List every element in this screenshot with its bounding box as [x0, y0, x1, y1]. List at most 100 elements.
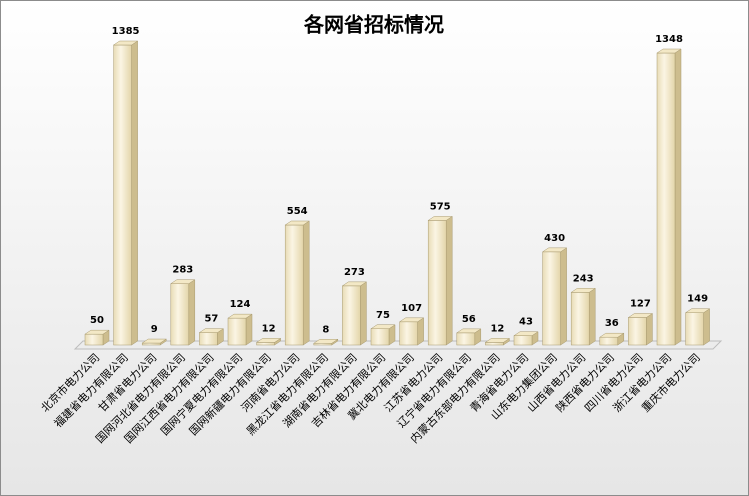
bar-front [542, 251, 561, 346]
bar-front [599, 336, 619, 346]
bar [398, 317, 425, 346]
bar-front [170, 283, 190, 346]
bar [370, 324, 396, 346]
value-label: 124 [230, 299, 251, 310]
bar-top [84, 329, 110, 335]
bar-front [427, 220, 447, 346]
bar [255, 337, 282, 346]
bar-side [245, 313, 253, 346]
bar-top [227, 313, 253, 319]
value-label: 1385 [112, 26, 140, 37]
bar-top [312, 339, 339, 344]
chart-title: 各网省招标情况 [303, 13, 444, 37]
bar-front [399, 321, 418, 346]
bar-side [445, 215, 453, 346]
bar-top [112, 40, 139, 46]
bar-front [256, 342, 275, 346]
bar-top [656, 48, 682, 54]
bar [198, 328, 225, 346]
bar-top [141, 338, 168, 344]
value-label: 75 [376, 310, 390, 321]
bar [312, 338, 339, 346]
bar-front [313, 343, 333, 346]
bar-side [560, 247, 567, 346]
bar-front [342, 285, 361, 346]
bar [455, 328, 482, 346]
bar-top [513, 331, 539, 336]
bar-top [198, 328, 225, 333]
value-label: 554 [287, 206, 308, 217]
bar-top [684, 308, 711, 313]
bar [84, 329, 110, 346]
value-label: 12 [490, 323, 504, 334]
bar-front [456, 332, 476, 346]
bar-side [188, 279, 196, 346]
bar-front [370, 328, 390, 346]
value-label: 107 [401, 303, 422, 314]
bar-front [199, 332, 218, 346]
bar-front [485, 342, 504, 346]
bar-top [370, 324, 396, 330]
bar [484, 337, 511, 346]
bar-side [588, 287, 596, 346]
bar-side [674, 48, 682, 346]
bar-front [113, 44, 132, 346]
bar-front [685, 312, 704, 346]
bar [627, 313, 654, 346]
value-label: 243 [573, 273, 594, 284]
value-label: 12 [262, 323, 276, 334]
value-label: 9 [151, 324, 158, 335]
bar [169, 279, 196, 346]
bar-side [417, 317, 424, 346]
bar-top [427, 216, 454, 221]
bar [598, 332, 625, 346]
bar-top [598, 332, 625, 338]
bar-side [302, 220, 310, 346]
value-label: 43 [519, 317, 533, 328]
bar-front [84, 333, 104, 346]
value-label: 50 [90, 315, 104, 326]
bar-front [284, 224, 304, 346]
bar-top [398, 317, 425, 323]
bar-side [646, 313, 653, 346]
bar-top [484, 338, 511, 343]
bar [227, 313, 253, 346]
bar-top [255, 338, 282, 343]
bar-top [341, 281, 368, 287]
bar [141, 338, 168, 346]
bar [341, 281, 368, 346]
bar [112, 40, 139, 346]
value-label: 36 [605, 318, 619, 329]
bar-front [570, 292, 590, 346]
bar [684, 308, 711, 346]
bar [427, 215, 454, 346]
value-label: 1348 [655, 34, 683, 45]
bar [656, 48, 682, 346]
bar-front [141, 342, 161, 346]
bar-top [570, 288, 597, 293]
bar-front [656, 52, 676, 346]
bar [570, 287, 597, 346]
value-label: 127 [630, 298, 651, 309]
bar-top [284, 220, 311, 226]
bar-top [541, 247, 568, 253]
value-label: 430 [544, 233, 565, 244]
value-label: 575 [430, 201, 451, 212]
bar-top [455, 328, 482, 334]
bar-side [131, 40, 138, 346]
bar [513, 331, 539, 346]
value-label: 149 [687, 294, 708, 305]
bar-top [169, 279, 196, 284]
value-label: 8 [322, 324, 329, 335]
bar-side [703, 308, 710, 346]
bar [284, 220, 311, 346]
bar-front [227, 317, 247, 346]
bar-front [513, 335, 533, 346]
value-label: 57 [204, 314, 218, 325]
bar-side [360, 281, 367, 346]
value-label: 273 [344, 267, 365, 278]
bar-front [628, 317, 647, 346]
value-label: 56 [462, 314, 476, 325]
value-label: 283 [172, 265, 193, 276]
